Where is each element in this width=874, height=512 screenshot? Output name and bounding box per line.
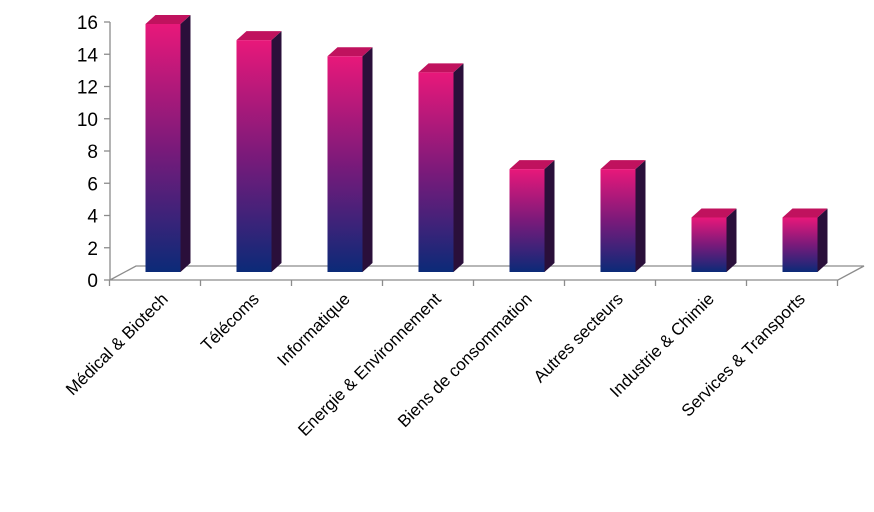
bar-top xyxy=(327,47,373,57)
bar-side xyxy=(726,208,737,272)
bar-front xyxy=(782,217,818,272)
bar xyxy=(418,63,464,272)
y-tick-label: 14 xyxy=(77,45,99,66)
bar-front xyxy=(600,169,636,272)
bar-top xyxy=(691,208,737,218)
bar xyxy=(782,208,828,272)
bar-top xyxy=(509,160,555,170)
chart-floor xyxy=(109,265,865,281)
y-tick-label: 16 xyxy=(77,13,98,34)
bar-top xyxy=(782,208,828,218)
y-tick-label: 8 xyxy=(87,142,98,163)
bar-side xyxy=(817,208,828,272)
bar-front xyxy=(691,217,727,272)
bar-side xyxy=(544,160,555,272)
bar-side xyxy=(453,63,464,272)
bar-front xyxy=(418,72,454,272)
y-tick-label: 4 xyxy=(87,207,98,228)
y-tick-label: 2 xyxy=(87,239,98,260)
bar-side xyxy=(271,31,282,272)
bars xyxy=(145,15,828,272)
bar xyxy=(600,160,646,272)
bar-side xyxy=(180,15,191,272)
bar-front xyxy=(509,169,545,272)
x-category-label: Médical & Biotech xyxy=(62,289,172,399)
y-tick-label: 6 xyxy=(87,174,98,195)
y-tick-label: 10 xyxy=(77,110,98,131)
x-axis-labels: Médical & Biotech Télécoms InformatiqueEne… xyxy=(62,289,809,440)
y-tick-label: 12 xyxy=(77,78,98,99)
floor-plane xyxy=(109,265,865,281)
bar xyxy=(509,160,555,272)
x-category-label: Autres secteurs xyxy=(530,289,627,386)
y-tick-label: 0 xyxy=(87,271,98,292)
bar xyxy=(327,47,373,272)
bar-front xyxy=(236,40,272,272)
bar-top xyxy=(418,63,464,73)
y-axis: 0 2 4 6 8 10 12 14 16 xyxy=(77,13,839,292)
bar-side xyxy=(362,47,373,272)
bar-side xyxy=(635,160,646,272)
bar-top xyxy=(600,160,646,170)
x-category-label: Télécoms xyxy=(197,289,263,355)
bar xyxy=(145,15,191,272)
bar xyxy=(236,31,282,272)
bar xyxy=(691,208,737,272)
bar-front xyxy=(327,56,363,272)
x-category-label: Informatique xyxy=(274,289,354,369)
bar-top xyxy=(145,15,191,24)
bar-top xyxy=(236,31,282,41)
bar-front xyxy=(145,24,181,272)
